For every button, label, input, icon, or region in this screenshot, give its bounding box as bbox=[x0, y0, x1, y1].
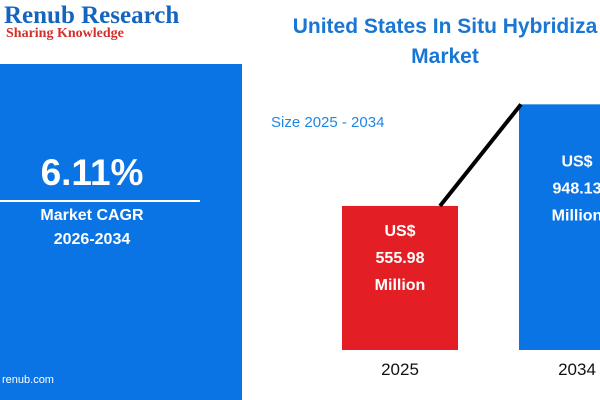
trend-line bbox=[438, 103, 523, 208]
chart-title-line-2: Market bbox=[411, 45, 479, 68]
x-tick-label: 2034 bbox=[558, 360, 596, 379]
chart-title: United States In Situ Hybridiza Market bbox=[235, 12, 600, 72]
chart-subtitle: Size 2025 - 2034 bbox=[271, 114, 385, 131]
cagr-label: Market CAGR bbox=[40, 207, 144, 224]
brand-tagline: Sharing Knowledge bbox=[6, 26, 124, 41]
chart-title-line-1: United States In Situ Hybridiza bbox=[292, 15, 598, 38]
bar-value-label: US$ bbox=[384, 223, 415, 240]
bar-value-label: Million bbox=[375, 277, 426, 294]
bar-value-label: 948.13 bbox=[553, 180, 600, 197]
bar-value-label: US$ bbox=[561, 153, 592, 170]
cagr-value: 6.11% bbox=[40, 152, 144, 193]
cagr-period: 2026-2034 bbox=[53, 231, 131, 248]
bar-2025 bbox=[342, 205, 458, 350]
cagr-divider bbox=[0, 200, 200, 202]
bar-2034 bbox=[519, 104, 600, 351]
bar-value-label: Million bbox=[552, 207, 600, 224]
cagr-panel: 6.11% Market CAGR 2026-2034 renub.com bbox=[0, 64, 242, 400]
x-tick-label: 2025 bbox=[381, 360, 419, 379]
bar-value-label: 555.98 bbox=[376, 250, 425, 267]
brand-logo-title: Renub Research bbox=[4, 2, 180, 29]
website-link[interactable]: renub.com bbox=[2, 374, 54, 386]
